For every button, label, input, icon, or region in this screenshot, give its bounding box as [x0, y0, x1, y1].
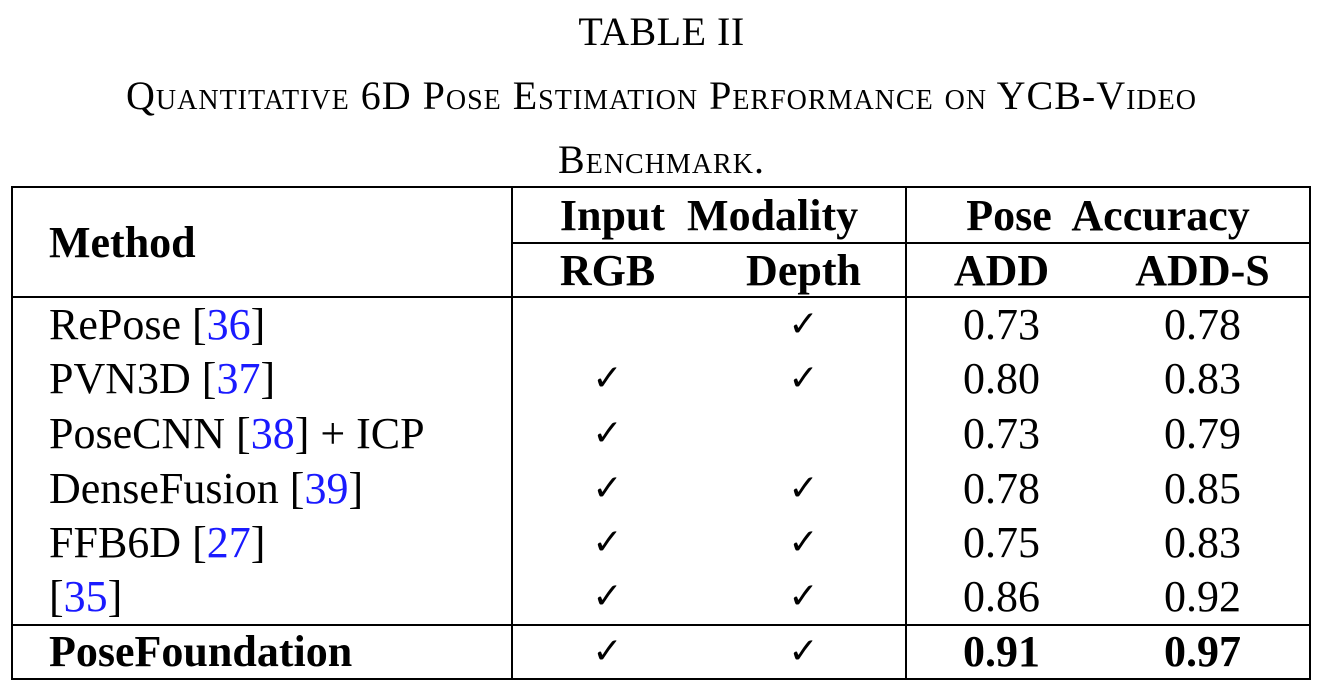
- adds-cell: 0.92: [1096, 569, 1312, 625]
- rgb-cell: ✓: [511, 351, 702, 407]
- method-cell: PoseFoundation: [11, 623, 512, 681]
- add-cell: 0.73: [905, 297, 1097, 352]
- add-cell: 0.80: [905, 351, 1097, 407]
- method-cell: FFB6D [27]: [11, 515, 512, 570]
- depth-cell: ✓: [788, 304, 819, 346]
- depth-cell: [702, 406, 906, 461]
- header-depth: Depth: [702, 242, 907, 298]
- adds-cell: 0.83: [1096, 351, 1312, 407]
- depth-cell: ✓: [788, 358, 819, 400]
- table-row: PoseCNN [38] + ICP ✓ 0.73 0.79: [11, 406, 1312, 461]
- rgb-cell: ✓: [511, 406, 702, 461]
- depth-cell: ✓: [788, 467, 819, 509]
- adds-cell: 0.79: [1096, 406, 1312, 461]
- adds-cell: 0.78: [1096, 297, 1312, 352]
- citation-link[interactable]: 39: [304, 463, 349, 513]
- method-cell: [35]: [11, 569, 512, 625]
- table-label: TABLE II: [578, 9, 745, 54]
- method-cell: RePose [36]: [11, 297, 512, 352]
- table-title-continued: Benchmark.: [558, 137, 765, 182]
- method-cell: DenseFusion [39]: [11, 460, 512, 516]
- header-row-groups: Method Input Modality Pose Accuracy: [11, 186, 1312, 298]
- header-row-columns: RGB Depth ADD ADD-S: [12, 242, 1312, 298]
- header-method: Method: [11, 186, 512, 298]
- table-row: FFB6D [27] ✓ ✓ 0.75 0.83: [11, 515, 1312, 570]
- adds-cell: 0.97: [1096, 623, 1312, 681]
- citation-link[interactable]: 38: [250, 408, 295, 458]
- header-input-modality: Input Modality: [510, 186, 907, 243]
- add-cell: 0.78: [905, 460, 1097, 516]
- depth-cell: ✓: [788, 576, 819, 618]
- citation-link[interactable]: 36: [206, 300, 251, 350]
- header-rgb: RGB: [511, 242, 702, 298]
- citation-link[interactable]: 35: [63, 572, 108, 622]
- table-title: Quantitative 6D Pose Estimation Performa…: [126, 73, 1197, 118]
- results-table: Method Input Modality Pose Accuracy RGB …: [11, 186, 1312, 681]
- table-row-highlight: PoseFoundation ✓ ✓ 0.91 0.97: [11, 623, 1312, 681]
- add-cell: 0.91: [905, 623, 1097, 681]
- rgb-cell: ✓: [511, 460, 702, 516]
- table-row: DenseFusion [39] ✓ ✓ 0.78 0.85: [11, 460, 1312, 516]
- add-cell: 0.86: [905, 569, 1097, 625]
- citation-link[interactable]: 27: [206, 518, 251, 568]
- depth-cell: ✓: [702, 623, 907, 681]
- adds-cell: 0.83: [1096, 515, 1312, 570]
- add-cell: 0.75: [905, 515, 1097, 570]
- adds-cell: 0.85: [1096, 460, 1312, 516]
- depth-cell: ✓: [788, 522, 819, 564]
- rgb-cell: ✓: [511, 569, 702, 625]
- method-cell: PoseCNN [38] + ICP: [11, 406, 512, 461]
- table-row: PVN3D [37] ✓ ✓ 0.80 0.83: [11, 351, 1312, 407]
- add-cell: 0.73: [905, 406, 1097, 461]
- citation-link[interactable]: 37: [216, 354, 261, 404]
- rgb-cell: ✓: [511, 623, 702, 681]
- table-row: RePose [36] ✓ 0.73 0.78: [11, 297, 1312, 352]
- method-cell: PVN3D [37]: [11, 351, 512, 407]
- header-adds: ADD-S: [1096, 242, 1312, 298]
- rgb-cell: ✓: [511, 515, 702, 570]
- header-add: ADD: [905, 242, 1097, 298]
- rgb-cell: [511, 297, 702, 352]
- table-row: [35] ✓ ✓ 0.86 0.92: [11, 569, 1312, 625]
- header-pose-accuracy: Pose Accuracy: [905, 186, 1312, 243]
